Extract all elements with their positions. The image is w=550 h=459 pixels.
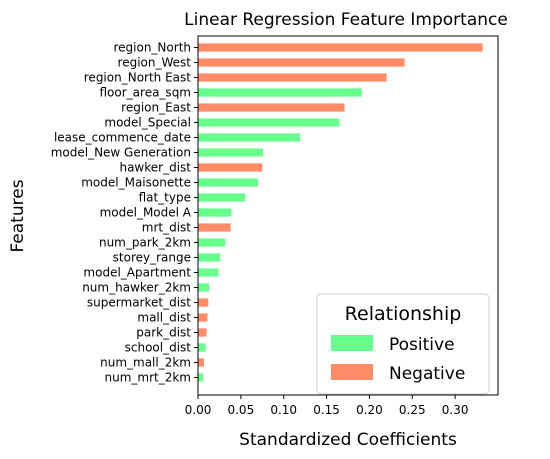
y-tick-label: region_North: [113, 41, 191, 55]
y-tick-label: num_park_2km: [99, 236, 191, 250]
bar-storey-range: [198, 253, 221, 262]
bar-flat-type: [198, 193, 246, 202]
y-tick-label: supermarket_dist: [87, 296, 191, 310]
x-ticks: 0.00 0.05 0.10 0.15 0.20 0.25 0.30: [185, 395, 469, 417]
bar-floor-area-sqm: [198, 88, 362, 97]
y-tick-label: model_Model A: [100, 206, 192, 220]
bar-lease-commence-date: [198, 133, 300, 142]
x-tick-label: 0.30: [442, 403, 469, 417]
y-tick-label: park_dist: [136, 326, 191, 340]
bar-model-special: [198, 118, 340, 127]
y-tick-label: storey_range: [113, 251, 191, 265]
x-tick-label: 0.25: [399, 403, 426, 417]
y-tick-label: mrt_dist: [142, 221, 192, 235]
y-tick-label: mall_dist: [137, 311, 191, 325]
x-tick-label: 0.05: [227, 403, 254, 417]
y-tick-label: school_dist: [125, 341, 192, 355]
bars-layer: [198, 43, 483, 382]
y-tick-label: num_hawker_2km: [82, 281, 191, 295]
y-tick-label: region_North East: [84, 71, 192, 85]
chart-title: Linear Regression Feature Importance: [184, 10, 508, 30]
bar-region-north: [198, 43, 483, 52]
plot-frame: [197, 35, 499, 396]
x-tick-label: 0.15: [313, 403, 340, 417]
bar-region-west: [198, 58, 405, 67]
y-tick-label: region_East: [121, 101, 191, 115]
bar-model-model-a: [198, 208, 232, 217]
x-axis-label: Standardized Coefficients: [239, 430, 457, 450]
y-tick-label: flat_type: [139, 191, 191, 205]
legend-swatch-positive: [331, 335, 373, 351]
bar-school-dist: [198, 343, 206, 352]
bar-supermarket-dist: [198, 298, 209, 307]
y-tick-label: model_Special: [104, 116, 191, 130]
bar-model-maisonette: [198, 178, 258, 187]
bar-mall-dist: [198, 313, 208, 322]
bar-model-new-generation: [198, 148, 264, 157]
x-tick-label: 0.20: [356, 403, 383, 417]
y-tick-label: model_New Generation: [51, 146, 191, 160]
legend-title: Relationship: [345, 303, 462, 325]
y-tick-label: num_mall_2km: [100, 356, 191, 370]
legend-label-negative: Negative: [389, 364, 465, 384]
y-tick-label: model_Maisonette: [81, 176, 191, 190]
bar-model-apartment: [198, 268, 219, 277]
bar-mrt-dist: [198, 223, 231, 232]
y-tick-label: floor_area_sqm: [100, 86, 192, 100]
y-tick-label: hawker_dist: [119, 161, 191, 175]
bar-park-dist: [198, 328, 207, 337]
legend-label-positive: Positive: [389, 335, 455, 355]
bar-region-north-east: [198, 73, 387, 82]
y-tick-label: num_mrt_2km: [104, 371, 191, 385]
y-tick-label: model_Apartment: [83, 266, 191, 280]
bar-num-mrt-2km: [198, 373, 204, 382]
bar-num-hawker-2km: [198, 283, 210, 292]
legend: Relationship Positive Negative: [316, 293, 490, 395]
legend-swatch-negative: [331, 364, 373, 380]
bar-num-park-2km: [198, 238, 226, 247]
bar-region-east: [198, 103, 345, 112]
x-tick-label: 0.10: [270, 403, 297, 417]
bar-num-mall-2km: [198, 358, 204, 367]
y-tick-label: lease_commence_date: [54, 131, 191, 145]
y-axis-label: Features: [8, 179, 28, 252]
y-tick-label: region_West: [118, 56, 192, 70]
bar-hawker-dist: [198, 163, 263, 172]
x-tick-label: 0.00: [185, 403, 212, 417]
